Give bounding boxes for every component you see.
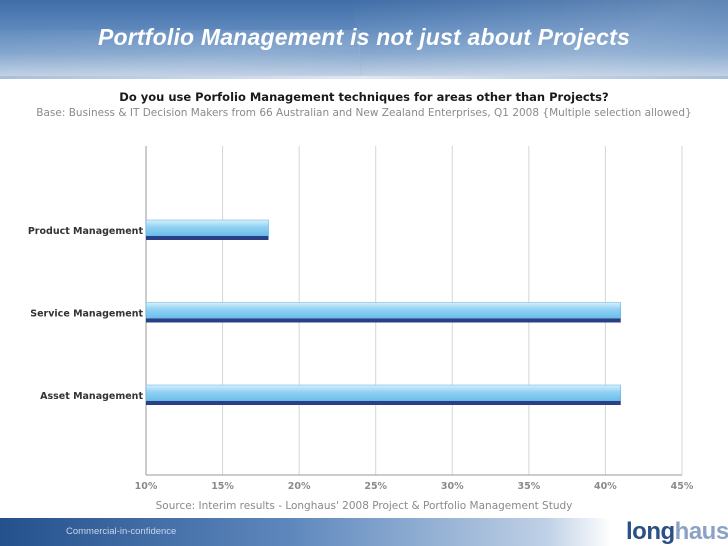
x-tick-label: 40% (594, 481, 617, 492)
longhaus-logo: longhaus (626, 518, 728, 545)
x-tick-label: 20% (288, 481, 311, 492)
x-tick-label: 35% (517, 481, 540, 492)
x-tick-label: 15% (211, 481, 234, 492)
x-tick-label: 30% (441, 481, 464, 492)
category-label: Asset Management (40, 391, 143, 402)
bar (145, 384, 621, 402)
chart-title: Do you use Porfolio Management technique… (119, 90, 609, 104)
bar-shadow (146, 401, 621, 405)
header-streak (0, 30, 360, 76)
chart-source: Source: Interim results - Longhaus' 2008… (155, 500, 573, 512)
x-tick-label: 45% (671, 481, 694, 492)
chart-subtitle: Base: Business & IT Decision Makers from… (36, 107, 692, 119)
bar-shadow (146, 236, 269, 240)
confidentiality-note: Commercial-in-confidence (66, 526, 177, 537)
category-label: Service Management (30, 309, 143, 320)
header-banner: Portfolio Management is not just about P… (0, 0, 728, 76)
bar (145, 219, 269, 237)
bar (145, 302, 621, 319)
x-tick-label: 25% (364, 481, 387, 492)
x-tick-label: 10% (135, 481, 158, 492)
bar-shadow (146, 318, 621, 323)
header-rule (0, 76, 728, 79)
slide-title: Portfolio Management is not just about P… (97, 24, 631, 50)
footer-bar: Commercial-in-confidence (0, 518, 728, 546)
category-label: Product Management (28, 226, 144, 237)
